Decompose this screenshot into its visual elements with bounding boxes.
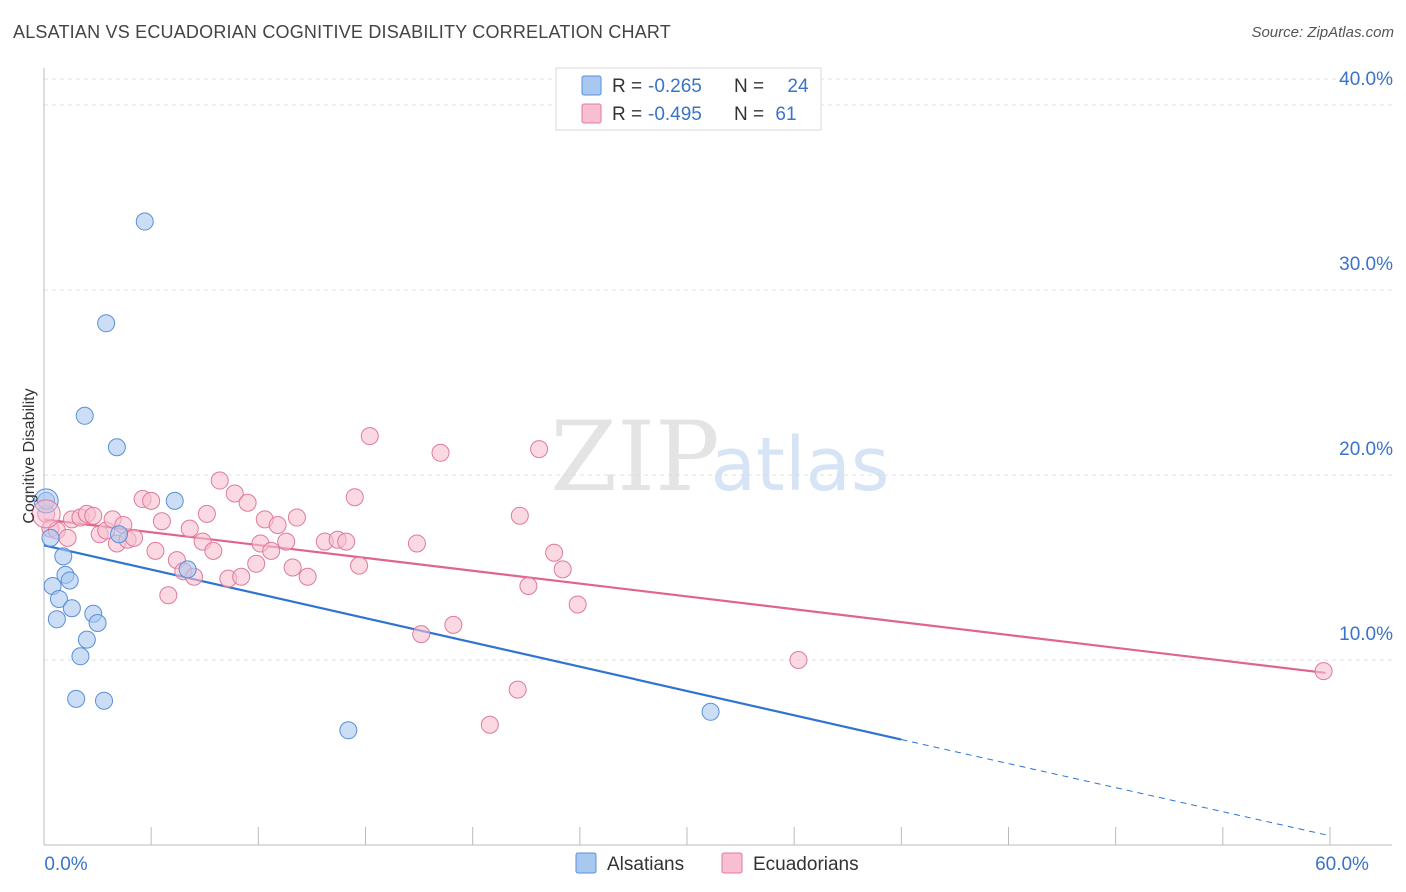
trend-lines bbox=[43, 518, 1331, 837]
stats-r-value: -0.265 bbox=[648, 76, 702, 97]
data-point-alsatians bbox=[339, 721, 358, 740]
data-point-alsatians bbox=[41, 528, 60, 547]
data-point-ecuadorians bbox=[262, 541, 281, 560]
data-point-alsatians bbox=[77, 630, 96, 649]
y-tick-label: 30.0% bbox=[1339, 254, 1393, 275]
data-point-alsatians bbox=[54, 547, 73, 566]
data-point-ecuadorians bbox=[480, 715, 499, 734]
data-point-ecuadorians bbox=[58, 528, 77, 547]
data-point-ecuadorians bbox=[232, 567, 251, 586]
data-point-ecuadorians bbox=[508, 680, 527, 699]
legend-label-alsatians: Alsatians bbox=[607, 854, 684, 875]
data-point-alsatians bbox=[178, 560, 197, 579]
data-point-alsatians bbox=[75, 406, 94, 425]
data-point-alsatians bbox=[97, 314, 116, 333]
tick-labels: 10.0% 20.0% 30.0% 40.0% 0.0% 60.0% bbox=[44, 69, 1393, 875]
data-point-ecuadorians bbox=[287, 508, 306, 527]
trend-line-alsatians bbox=[43, 544, 902, 741]
x-tick-label: 0.0% bbox=[44, 854, 87, 875]
data-point-ecuadorians bbox=[345, 488, 364, 507]
data-point-alsatians bbox=[135, 212, 154, 231]
data-point-alsatians bbox=[71, 647, 90, 666]
stats-r-label: R = bbox=[612, 104, 642, 125]
data-point-ecuadorians bbox=[146, 541, 165, 560]
x-tick-label: 60.0% bbox=[1315, 854, 1369, 875]
data-point-ecuadorians bbox=[530, 440, 549, 459]
data-point-ecuadorians bbox=[238, 493, 257, 512]
data-point-ecuadorians bbox=[204, 541, 223, 560]
legend-swatch-ecuadorians bbox=[721, 852, 743, 874]
data-point-ecuadorians bbox=[412, 625, 431, 644]
data-point-ecuadorians bbox=[247, 554, 266, 573]
y-tick-label: 20.0% bbox=[1339, 439, 1393, 460]
data-point-ecuadorians bbox=[268, 515, 287, 534]
data-point-ecuadorians bbox=[1314, 662, 1333, 681]
data-point-alsatians bbox=[50, 589, 69, 608]
data-point-alsatians bbox=[110, 525, 129, 544]
legend-label-ecuadorians: Ecuadorians bbox=[753, 854, 859, 875]
data-point-ecuadorians bbox=[159, 586, 178, 605]
data-point-alsatians bbox=[165, 491, 184, 510]
data-point-ecuadorians bbox=[407, 534, 426, 553]
data-point-ecuadorians bbox=[142, 491, 161, 510]
data-point-ecuadorians bbox=[298, 567, 317, 586]
y-axis-label: Cognitive Disability bbox=[21, 388, 38, 523]
data-point-ecuadorians bbox=[553, 560, 572, 579]
stats-swatch-alsatians bbox=[581, 75, 602, 96]
stats-r-label: R = bbox=[612, 76, 642, 97]
data-point-alsatians bbox=[67, 689, 86, 708]
data-point-ecuadorians bbox=[789, 651, 808, 669]
data-point-ecuadorians bbox=[277, 532, 296, 551]
data-point-alsatians-large bbox=[33, 488, 59, 514]
data-point-ecuadorians bbox=[568, 595, 587, 614]
stats-n-label: N = bbox=[734, 76, 764, 97]
data-point-ecuadorians bbox=[152, 512, 171, 531]
stats-n-label: N = bbox=[734, 104, 764, 125]
stats-r-value: -0.495 bbox=[648, 104, 702, 125]
stats-n-value: 61 bbox=[775, 104, 796, 125]
y-tick-label: 40.0% bbox=[1339, 69, 1393, 90]
chart-title: ALSATIAN VS ECUADORIAN COGNITIVE DISABIL… bbox=[13, 22, 671, 42]
watermark: ZIP atlas bbox=[550, 401, 889, 513]
axes-layer bbox=[43, 68, 1392, 846]
data-point-ecuadorians bbox=[545, 543, 564, 562]
data-point-alsatians bbox=[60, 571, 79, 590]
stats-swatch-ecuadorians bbox=[581, 103, 602, 124]
data-point-alsatians bbox=[47, 610, 66, 629]
data-point-ecuadorians bbox=[444, 615, 463, 634]
legend-swatch-alsatians bbox=[575, 852, 597, 874]
data-point-ecuadorians bbox=[350, 556, 369, 575]
chart-source: Source: ZipAtlas.com bbox=[1251, 24, 1394, 41]
data-point-ecuadorians bbox=[180, 519, 199, 538]
stats-row-alsatians: R = -0.265 N = 24 bbox=[581, 75, 809, 97]
data-point-alsatians bbox=[88, 614, 107, 632]
stats-row-ecuadorians: R = -0.495 N = 61 bbox=[581, 103, 797, 125]
data-point-ecuadorians bbox=[510, 506, 529, 525]
data-point-ecuadorians bbox=[197, 504, 216, 523]
data-point-ecuadorians bbox=[283, 558, 302, 577]
watermark-atlas: atlas bbox=[711, 422, 890, 508]
data-point-ecuadorians bbox=[225, 484, 244, 503]
data-point-ecuadorians bbox=[431, 443, 450, 462]
data-point-ecuadorians bbox=[360, 427, 379, 446]
data-point-ecuadorians-large bbox=[31, 499, 61, 529]
trend-line-extension bbox=[901, 739, 1331, 837]
watermark-zip: ZIP bbox=[550, 401, 719, 513]
trend-line-ecuadorians bbox=[43, 518, 1326, 675]
stats-legend: R = -0.265 N = 24 R = -0.495 N = 61 bbox=[555, 67, 822, 131]
data-point-ecuadorians bbox=[337, 532, 356, 551]
data-point-alsatians bbox=[62, 599, 81, 618]
data-point-ecuadorians bbox=[210, 471, 229, 490]
data-point-ecuadorians bbox=[519, 577, 538, 595]
y-tick-label: 10.0% bbox=[1339, 624, 1393, 645]
series-legend: Alsatians Ecuadorians bbox=[575, 852, 859, 875]
data-point-ecuadorians bbox=[125, 528, 144, 547]
data-point-alsatians bbox=[701, 702, 720, 721]
stats-n-value: 24 bbox=[787, 76, 809, 97]
data-points bbox=[31, 212, 1333, 740]
data-point-ecuadorians bbox=[84, 506, 103, 525]
data-point-alsatians bbox=[95, 691, 114, 710]
data-point-alsatians bbox=[107, 438, 126, 457]
